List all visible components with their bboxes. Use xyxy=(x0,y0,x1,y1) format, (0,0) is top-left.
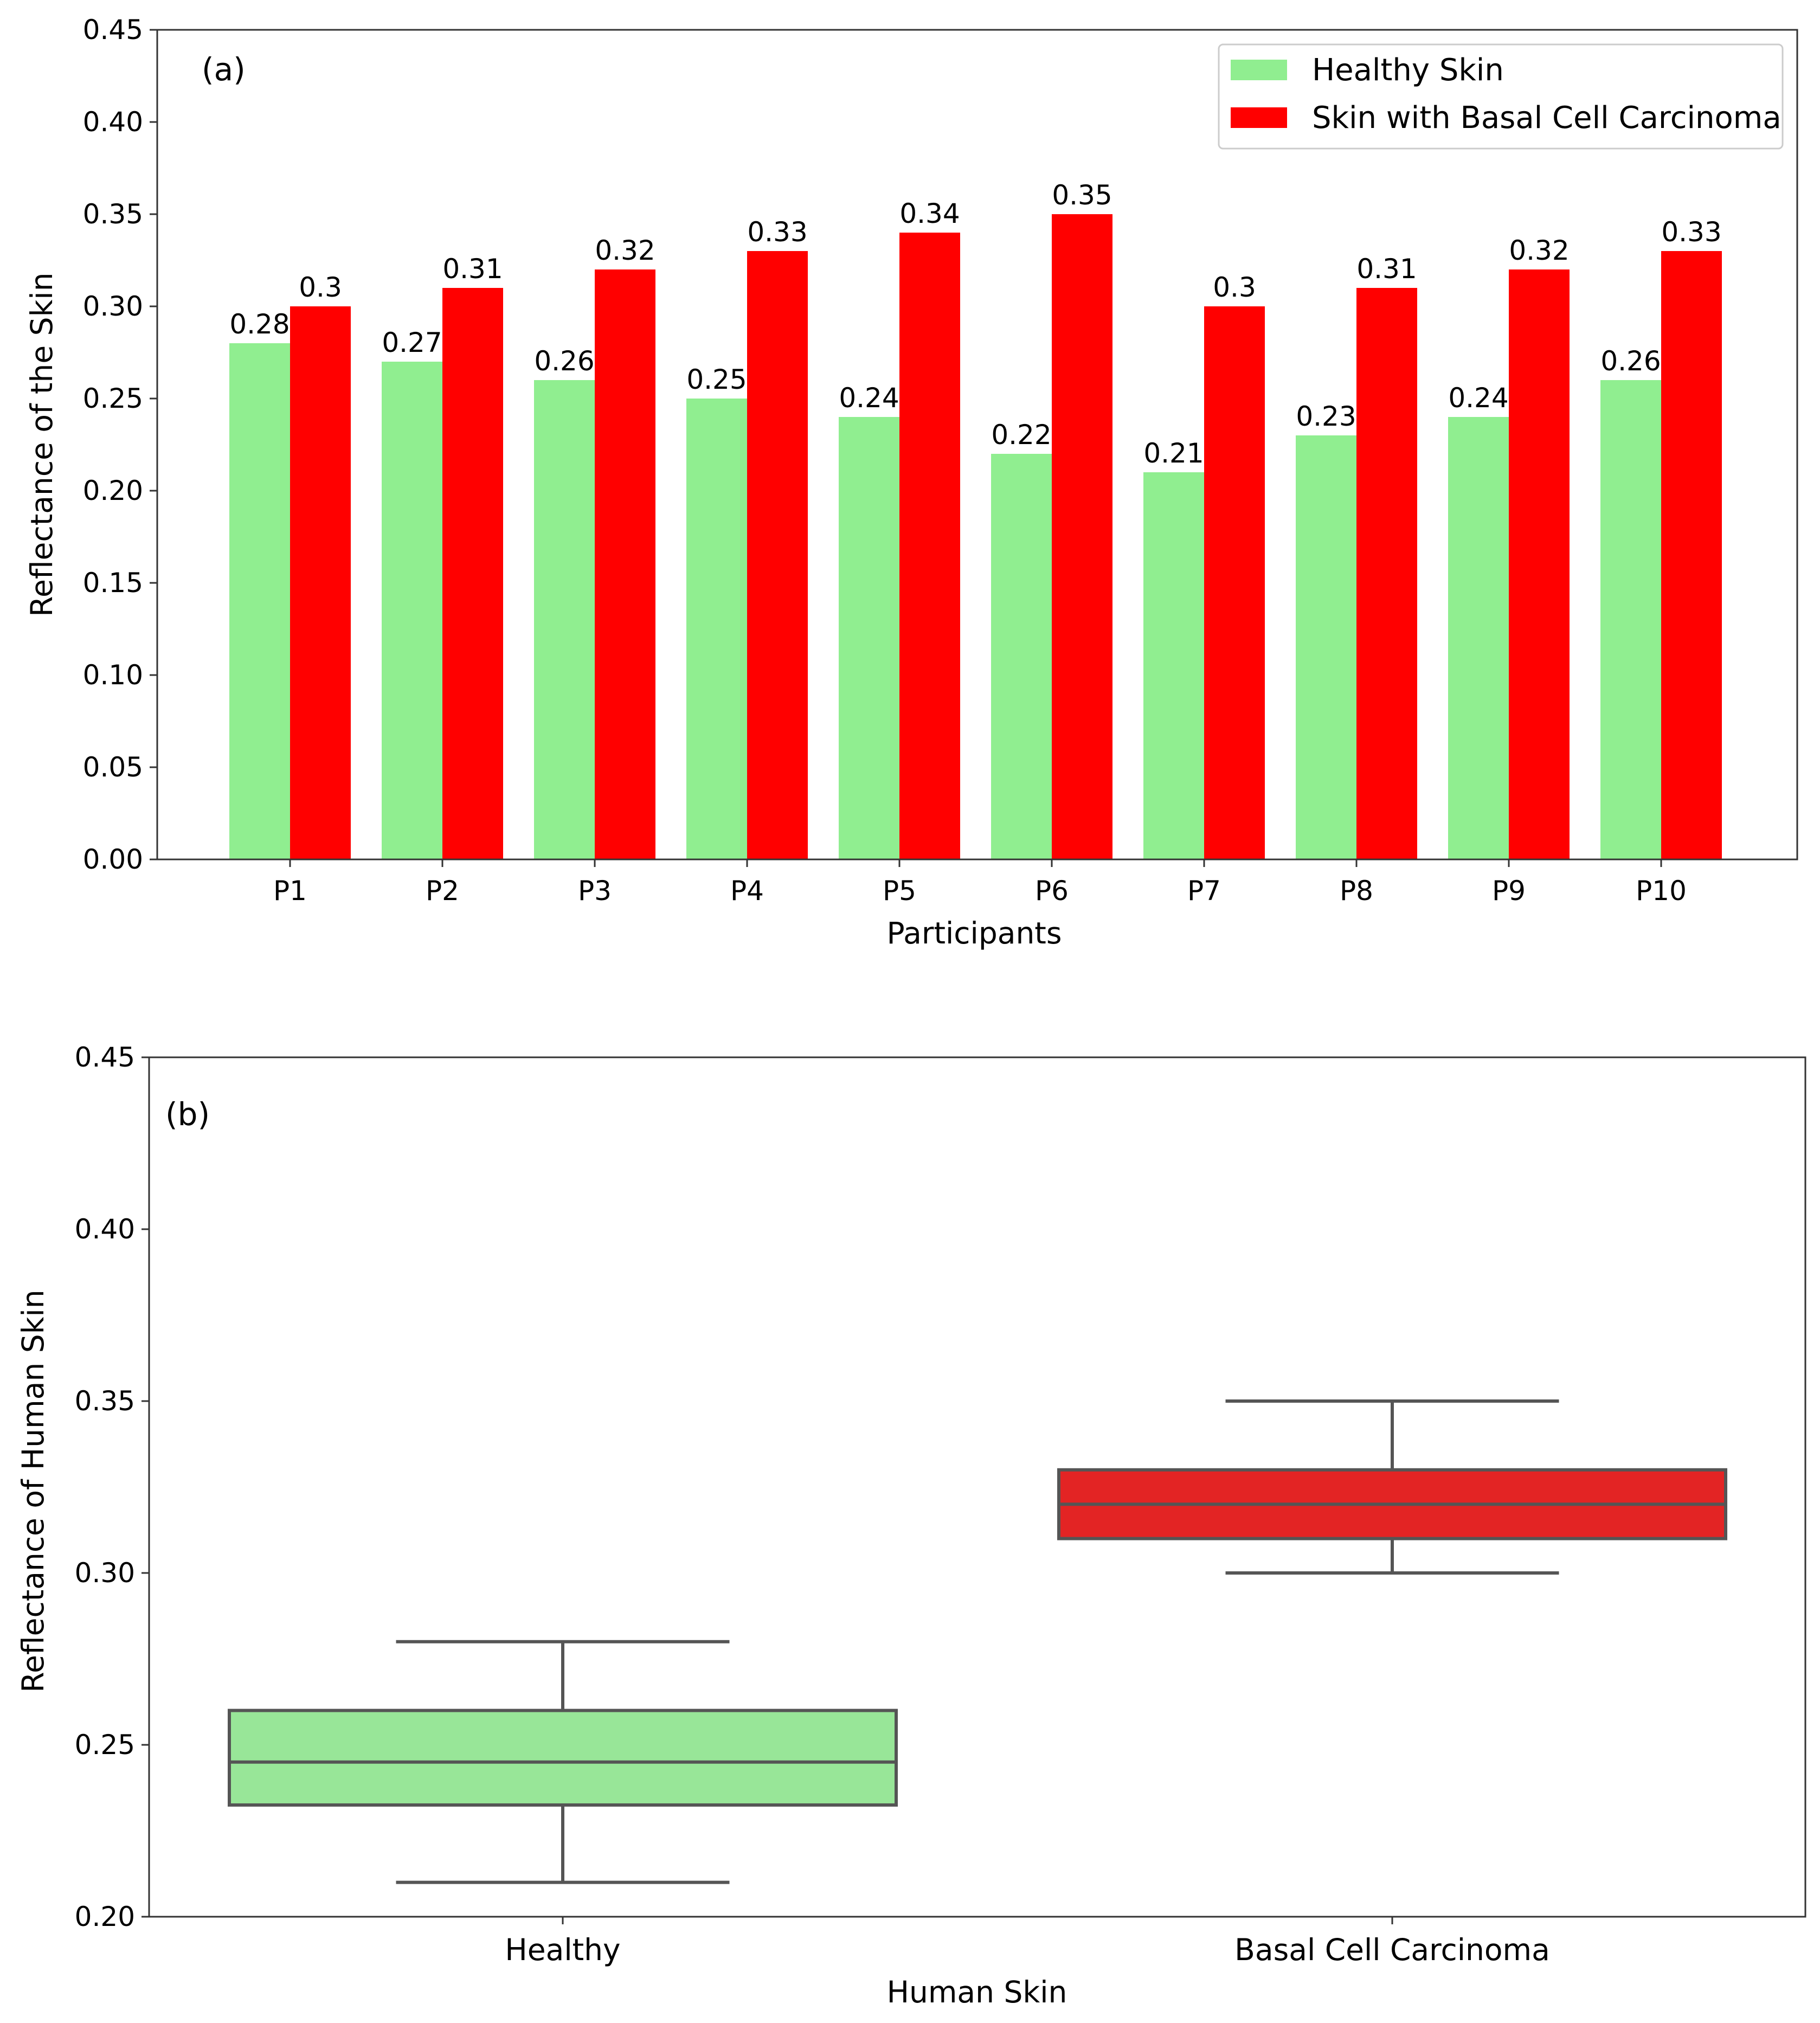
bar-value-label: 0.32 xyxy=(595,235,655,266)
bar-healthy-P4 xyxy=(686,399,747,859)
bar-bcc-P2 xyxy=(442,288,503,859)
bar-value-label: 0.26 xyxy=(534,345,594,377)
bar-bcc-P1 xyxy=(290,306,351,859)
bar-healthy-P7 xyxy=(1143,472,1204,859)
y-tick-label: 0.40 xyxy=(83,106,143,138)
y-tick-label: 0.35 xyxy=(75,1385,135,1417)
bar-bcc-P9 xyxy=(1509,269,1570,859)
bar-healthy-P5 xyxy=(839,417,899,859)
box-body xyxy=(228,1709,898,1807)
y-tick-label: 0.35 xyxy=(83,198,143,230)
panel-label: (a) xyxy=(202,51,246,88)
bar-healthy-P8 xyxy=(1296,435,1356,859)
bar-bcc-P6 xyxy=(1052,214,1112,859)
x-tick-label: Healthy xyxy=(505,1932,620,1967)
bar-value-label: 0.35 xyxy=(1052,179,1112,211)
x-tick-label: P5 xyxy=(883,875,916,907)
legend-swatch-bcc xyxy=(1231,107,1287,128)
y-tick-label: 0.00 xyxy=(83,844,143,875)
bar-value-labels: 0.28 0.27 0.26 0.25 0.24 0.22 0.21 0.23 0.24 0.26… xyxy=(229,179,1721,469)
bar-value-label: 0.33 xyxy=(747,216,807,248)
bar-value-label: 0.23 xyxy=(1296,401,1356,432)
x-tick-label: P10 xyxy=(1636,875,1687,907)
bar-value-label: 0.31 xyxy=(442,253,503,285)
legend: Healthy Skin Skin with Basal Cell Carcin… xyxy=(1218,43,1784,150)
box-group xyxy=(228,1399,1727,1884)
bar-value-label: 0.33 xyxy=(1661,216,1721,248)
x-axis-ticks: Healthy Basal Cell Carcinoma xyxy=(505,1917,1550,1967)
x-tick-label: Basal Cell Carcinoma xyxy=(1234,1932,1550,1967)
y-tick-label: 0.25 xyxy=(83,383,143,414)
y-tick-label: 0.20 xyxy=(83,475,143,506)
bar-value-label: 0.32 xyxy=(1509,235,1569,266)
x-tick-label: P1 xyxy=(273,875,307,907)
y-tick-label: 0.45 xyxy=(75,1042,135,1073)
legend-swatch-healthy xyxy=(1231,60,1287,80)
bar-healthy-P3 xyxy=(534,380,595,859)
y-tick-label: 0.40 xyxy=(75,1213,135,1245)
y-tick-label: 0.30 xyxy=(75,1557,135,1589)
bar-value-label: 0.25 xyxy=(686,364,747,395)
x-axis-ticks: P1 P2 P3 P4 P5 P6 P7 P8 P9 P10 xyxy=(273,859,1687,907)
bar-value-label: 0.24 xyxy=(839,382,899,414)
x-tick-label: P8 xyxy=(1340,875,1373,907)
y-axis-label: Reflectance of Human Skin xyxy=(16,1289,50,1692)
bar-bcc-P5 xyxy=(899,233,960,859)
box-healthy xyxy=(228,1640,898,1884)
y-axis-ticks: 0.00 0.05 0.10 0.15 0.20 0.25 0.30 0.35 0.40 0.45 xyxy=(83,14,157,875)
bar-bcc-P4 xyxy=(747,251,808,859)
bar-bcc-P8 xyxy=(1356,288,1417,859)
bar-value-label: 0.28 xyxy=(229,309,290,340)
y-axis-ticks: 0.20 0.25 0.30 0.35 0.40 0.45 xyxy=(75,1042,149,1932)
bar-value-label: 0.22 xyxy=(991,419,1051,451)
bar-value-label: 0.3 xyxy=(299,272,342,303)
bar-healthy-P9 xyxy=(1448,417,1509,859)
box-plot-panel: 0.20 0.25 0.30 0.35 0.40 0.45 Healthy Basal Ce… xyxy=(16,1042,1806,2009)
y-axis-label: Reflectance of the Skin xyxy=(24,272,59,616)
y-tick-label: 0.45 xyxy=(83,14,143,46)
y-tick-label: 0.05 xyxy=(83,752,143,783)
x-tick-label: P9 xyxy=(1492,875,1526,907)
bar-value-label: 0.26 xyxy=(1600,345,1661,377)
bar-healthy-P10 xyxy=(1600,380,1661,859)
bar-bcc-P7 xyxy=(1204,306,1265,859)
plot-frame xyxy=(148,1056,1806,1918)
bar-value-label: 0.27 xyxy=(382,327,442,358)
y-tick-label: 0.10 xyxy=(83,659,143,691)
y-tick-label: 0.30 xyxy=(83,291,143,322)
x-tick-label: P7 xyxy=(1187,875,1221,907)
x-tick-label: P3 xyxy=(578,875,612,907)
bar-chart-panel: 0.28 0.27 0.26 0.25 0.24 0.22 0.21 0.23 0.24 0.26… xyxy=(24,14,1798,951)
x-tick-label: P2 xyxy=(426,875,459,907)
y-tick-label: 0.25 xyxy=(75,1729,135,1761)
y-tick-label: 0.20 xyxy=(75,1901,135,1932)
x-axis-label: Participants xyxy=(886,916,1062,951)
legend-label-healthy: Healthy Skin xyxy=(1312,53,1504,88)
bar-group xyxy=(229,214,1722,859)
bar-value-label: 0.24 xyxy=(1448,382,1508,414)
bar-value-label: 0.31 xyxy=(1356,253,1417,285)
bar-value-label: 0.34 xyxy=(899,198,960,229)
legend-box xyxy=(1218,43,1784,150)
box-bcc xyxy=(1057,1399,1727,1575)
x-tick-label: P6 xyxy=(1035,875,1069,907)
bar-healthy-P2 xyxy=(382,362,442,859)
plot-frame xyxy=(156,29,1798,860)
bar-healthy-P6 xyxy=(991,454,1052,859)
bar-value-label: 0.3 xyxy=(1213,272,1256,303)
x-tick-label: P4 xyxy=(730,875,764,907)
bar-bcc-P3 xyxy=(595,269,655,859)
x-axis-label: Human Skin xyxy=(887,1975,1067,2009)
bar-value-label: 0.21 xyxy=(1143,438,1204,469)
bar-bcc-P10 xyxy=(1661,251,1722,859)
legend-label-bcc: Skin with Basal Cell Carcinoma xyxy=(1312,100,1782,136)
panel-label: (b) xyxy=(165,1096,210,1133)
bar-healthy-P1 xyxy=(229,343,290,859)
y-tick-label: 0.15 xyxy=(83,567,143,599)
